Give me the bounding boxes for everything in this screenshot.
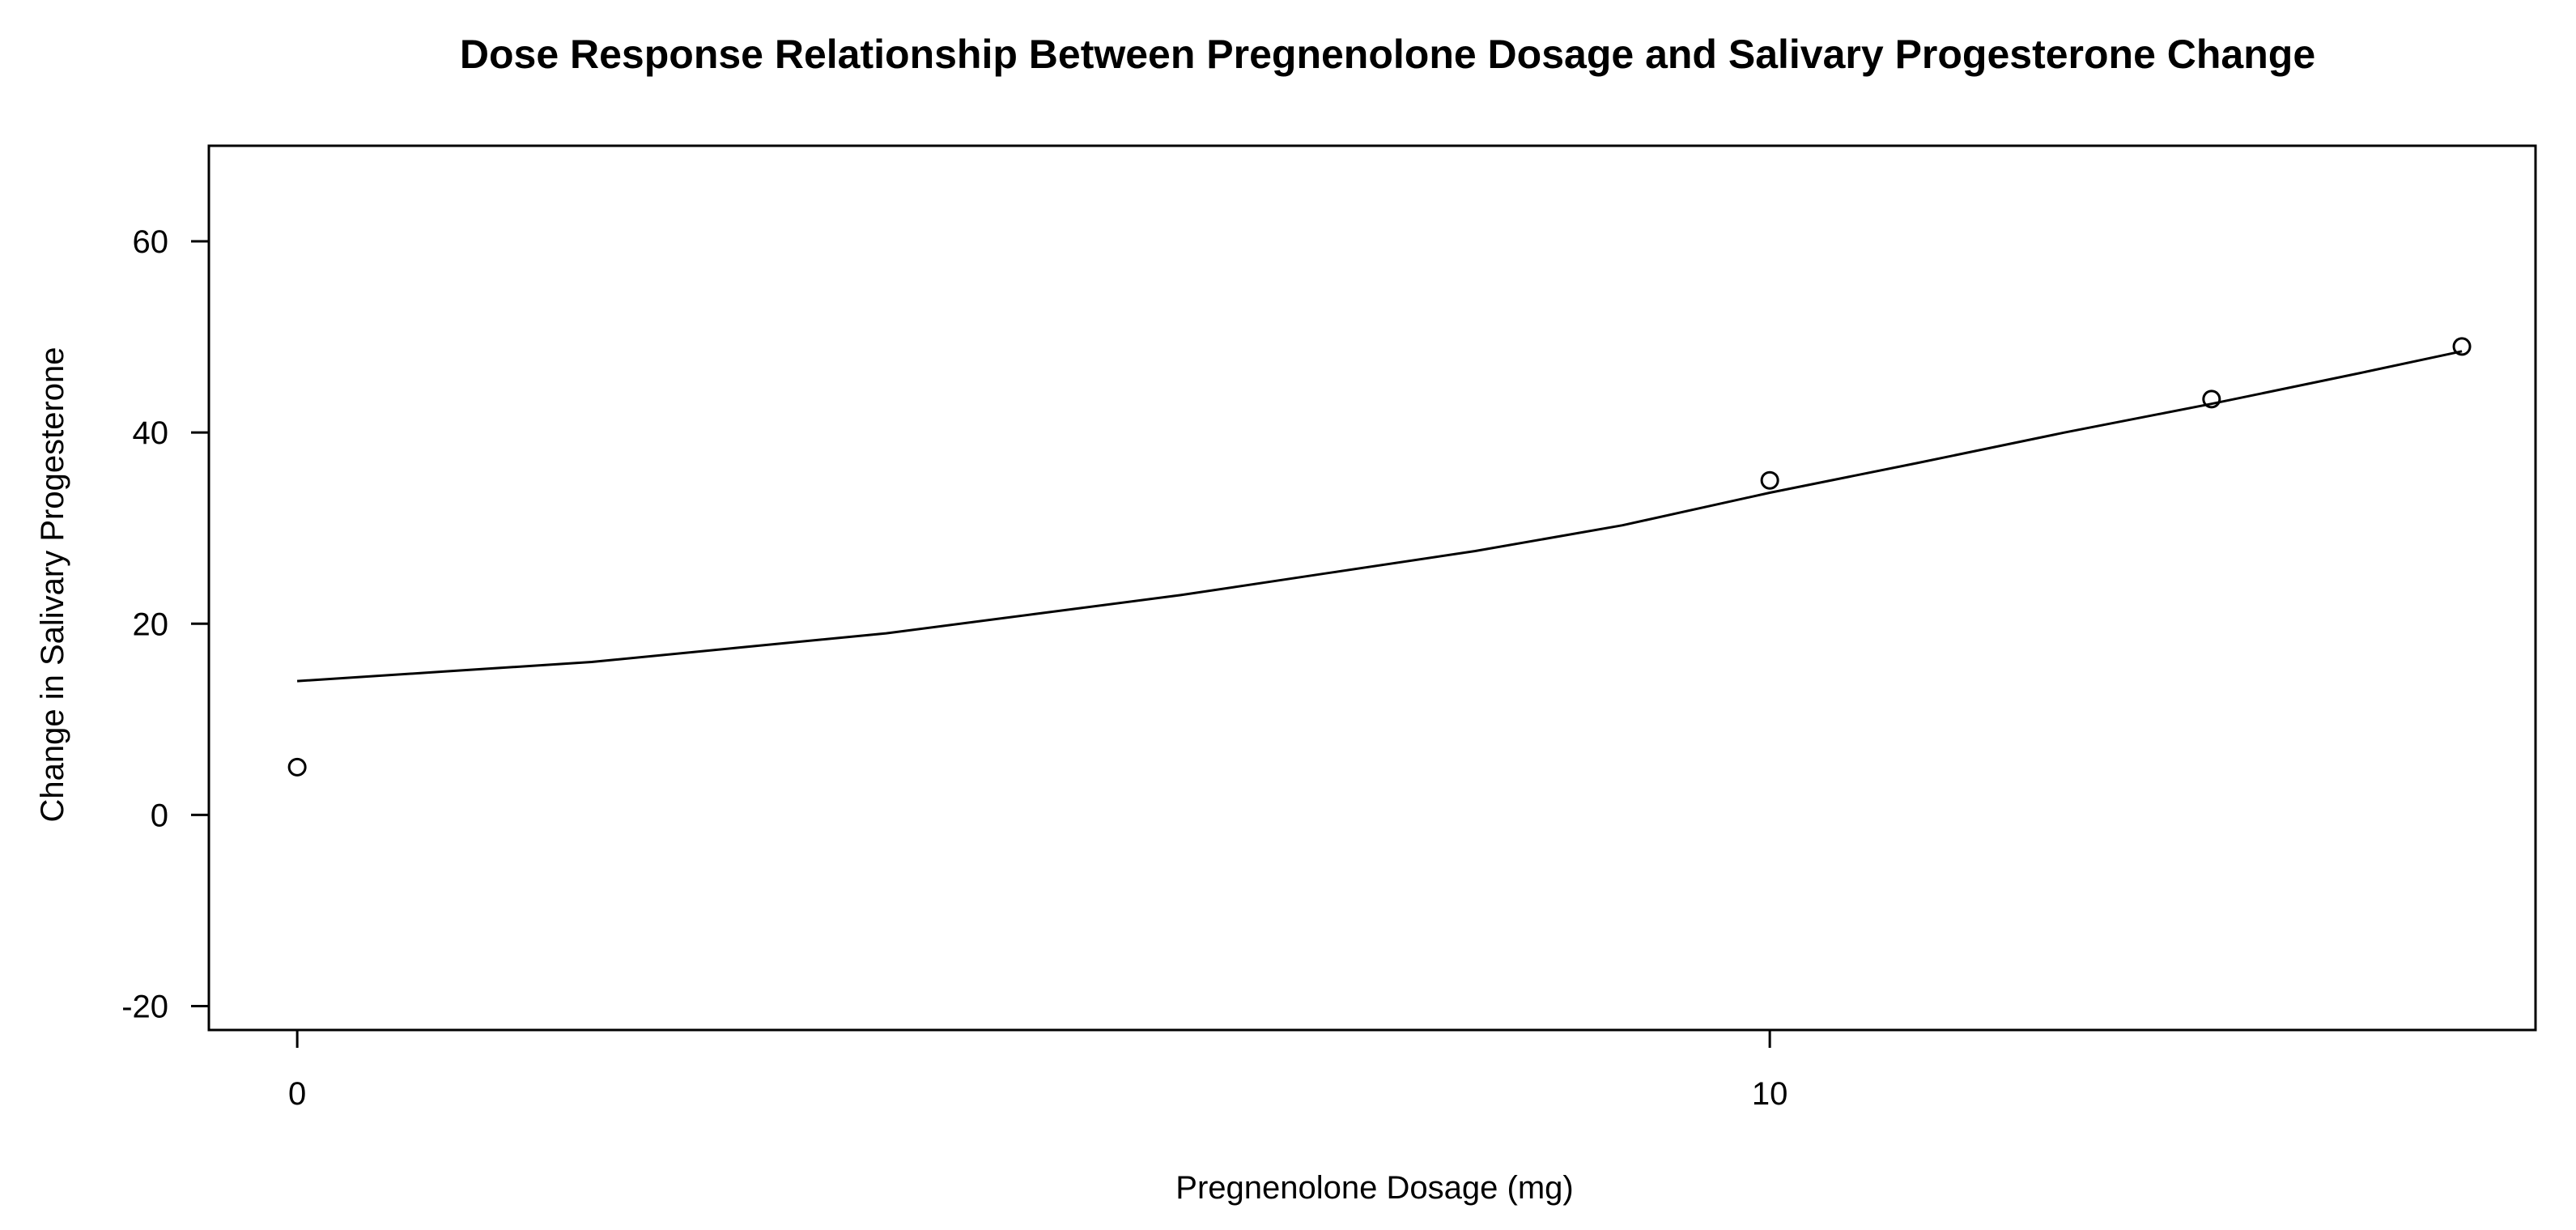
x-axis-label: Pregnenolone Dosage (mg) <box>1175 1170 1573 1206</box>
y-tick-label: -20 <box>121 989 168 1024</box>
x-tick-label: 10 <box>1752 1076 1788 1112</box>
y-tick-label: 60 <box>133 224 169 260</box>
data-point <box>1760 470 1779 490</box>
data-point <box>2202 389 2221 409</box>
y-tick-label: 0 <box>151 798 168 833</box>
data-point <box>287 757 307 777</box>
x-tick-label: 0 <box>288 1076 306 1112</box>
y-axis: -20 0 20 40 60 <box>121 224 209 1024</box>
x-axis: 0 10 <box>288 1030 1787 1112</box>
y-axis-label: Change in Salivary Progesterone <box>35 347 70 822</box>
data-points <box>287 337 2472 777</box>
plot-frame <box>207 144 2537 1032</box>
fit-curve <box>297 350 2463 683</box>
y-tick-label: 40 <box>133 415 169 451</box>
y-tick-label: 20 <box>133 606 169 642</box>
chart-title: Dose Response Relationship Between Pregn… <box>460 32 2315 77</box>
data-point <box>2452 337 2472 356</box>
